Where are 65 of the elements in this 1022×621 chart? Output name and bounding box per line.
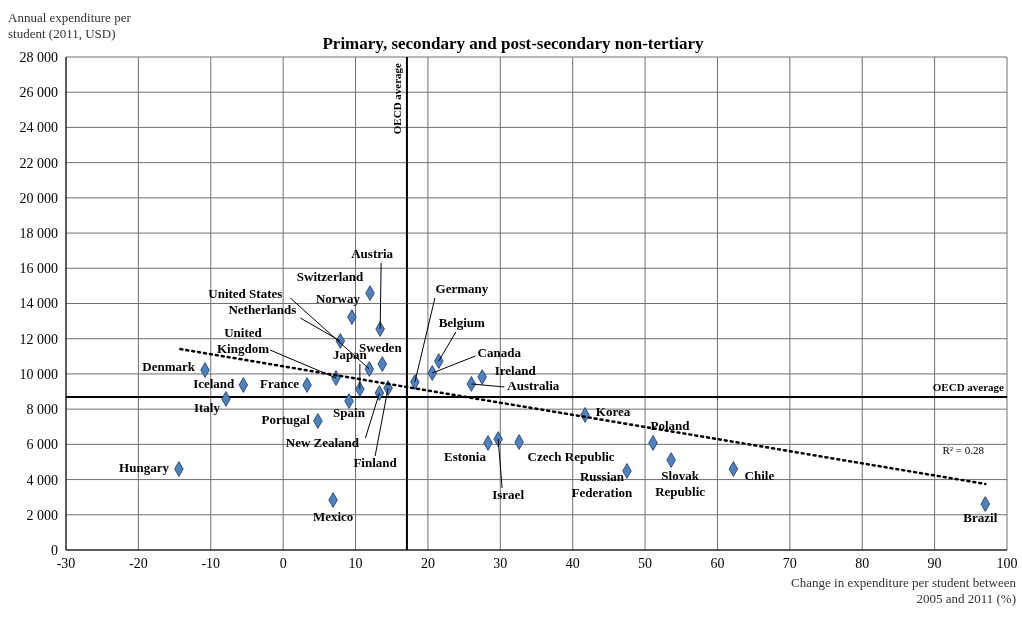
annotation: Australia — [507, 377, 560, 393]
annotation: Austria — [351, 246, 394, 262]
x-tick-label: -30 — [56, 555, 76, 571]
annotation: Slovak Republic — [655, 468, 706, 500]
annotation: Poland — [650, 417, 691, 433]
annotation: Brazil — [963, 510, 998, 526]
annotation: R² = 0.28 — [942, 443, 985, 456]
annotation: Czech Republic — [527, 449, 615, 465]
x-tick-label: 70 — [782, 555, 797, 571]
annotation: United Kingdom — [216, 324, 270, 356]
chart-title: Primary, secondary and post-secondary non-tertiary — [322, 34, 704, 53]
x-tick-label: 60 — [710, 555, 725, 571]
annotation: Korea — [595, 403, 631, 419]
annotation: Israel — [492, 487, 525, 503]
annotation: Italy — [193, 399, 221, 415]
annotation: Portugal — [261, 411, 311, 427]
x-tick-label: 40 — [565, 555, 580, 571]
x-axis-title: Change in expenditure per student between 2005 and 2011 (%) — [790, 575, 1016, 607]
annotation: New Zealand — [285, 434, 360, 450]
x-tick-label: 0 — [279, 555, 287, 571]
y-tick-label: 22 000 — [19, 155, 58, 171]
annotation: Spain — [333, 405, 366, 421]
ref-line-label: OECD average — [390, 62, 403, 135]
x-tick-label: 50 — [638, 555, 653, 571]
annotation: Germany — [435, 281, 489, 297]
annotation: Chile — [744, 467, 775, 483]
x-tick-label: 20 — [420, 555, 435, 571]
annotation: Norway — [315, 291, 361, 307]
annotation: Ireland — [494, 363, 537, 379]
y-tick-label: 4 000 — [26, 472, 58, 488]
ref-line-label: OECD average — [932, 380, 1005, 393]
y-tick-label: 26 000 — [19, 85, 58, 101]
y-tick-label: 28 000 — [19, 49, 58, 65]
annotation: Estonia — [444, 448, 487, 464]
x-tick-label: 100 — [996, 555, 1018, 571]
annotation: Finland — [353, 455, 398, 470]
y-tick-label: 0 — [51, 542, 58, 558]
x-tick-label: -10 — [201, 555, 221, 571]
annotation: France — [260, 376, 300, 392]
x-tick-label: 30 — [493, 555, 508, 571]
annotation: Denmark — [142, 359, 196, 375]
y-tick-label: 24 000 — [19, 120, 58, 136]
annotation: Iceland — [193, 376, 236, 392]
y-tick-label: 18 000 — [19, 226, 58, 242]
y-tick-label: 10 000 — [19, 366, 58, 382]
annotation: Mexico — [312, 508, 354, 524]
annotation: Canada — [477, 345, 522, 361]
x-tick-label: 90 — [927, 555, 942, 571]
annotation: United States — [208, 285, 283, 301]
y-tick-label: 6 000 — [26, 437, 58, 453]
y-tick-label: 12 000 — [19, 331, 58, 347]
y-tick-label: 16 000 — [19, 261, 58, 277]
annotation: Switzerland — [296, 269, 364, 285]
x-tick-label: 80 — [855, 555, 870, 571]
x-tick-label: -20 — [129, 555, 148, 571]
y-tick-label: 14 000 — [19, 296, 58, 312]
annotation: Belgium — [438, 315, 486, 331]
annotation: Russian Federation — [571, 468, 634, 500]
y-tick-label: 20 000 — [19, 190, 58, 206]
x-tick-label: 10 — [348, 555, 363, 571]
y-tick-label: 8 000 — [26, 402, 58, 418]
y-tick-label: 2 000 — [26, 507, 58, 523]
annotation: Hungary — [119, 459, 170, 475]
y-axis-title: Annual expenditure per student (2011, USD) — [8, 10, 132, 42]
annotation: Netherlands — [228, 301, 297, 317]
